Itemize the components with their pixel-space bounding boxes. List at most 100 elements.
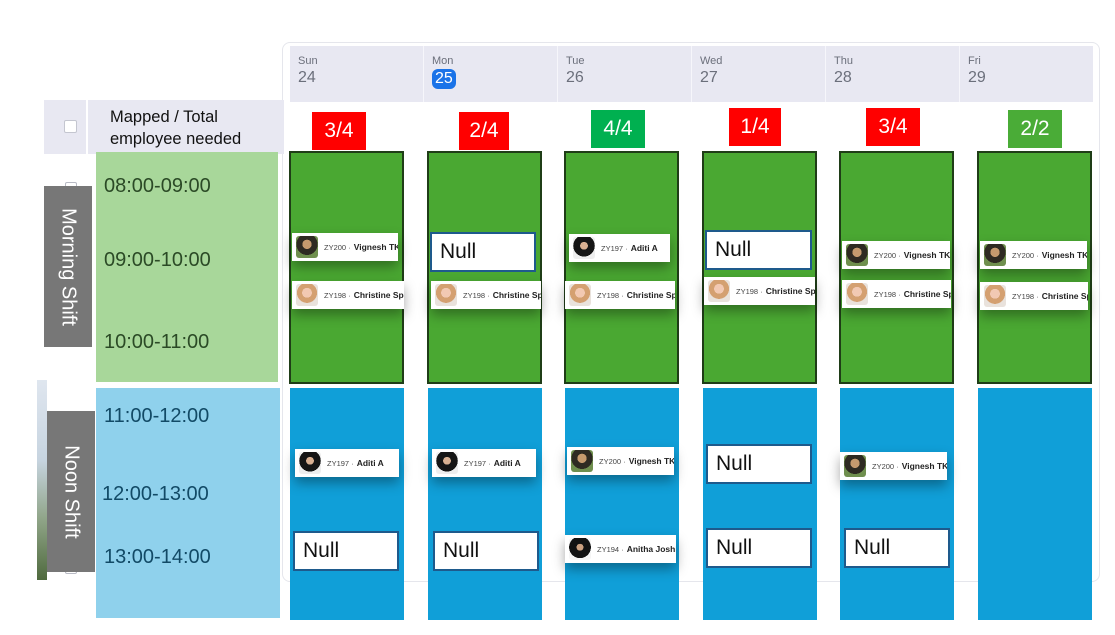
- employee-name: Christine Spalding: [765, 286, 815, 296]
- null-slot[interactable]: Null: [430, 232, 536, 272]
- day-name: Thu: [834, 55, 853, 67]
- null-slot[interactable]: Null: [433, 531, 539, 571]
- avatar: [296, 284, 318, 306]
- background-image-strip: [37, 380, 47, 580]
- avatar: [569, 284, 591, 306]
- employee-name: Christine Spalding: [353, 290, 404, 300]
- time-slot: 09:00-10:00: [104, 249, 211, 271]
- employee-card[interactable]: ZY198 · Christine Spalding: [980, 282, 1088, 310]
- avatar: [844, 455, 866, 477]
- employee-name: Christine Spalding: [626, 290, 675, 300]
- avatar: [846, 283, 868, 305]
- day-date: 26: [566, 69, 584, 86]
- mapped-total-label: Mapped / Total employee needed: [110, 106, 280, 150]
- time-slot: 10:00-11:00: [104, 331, 210, 353]
- day-name: Wed: [700, 55, 723, 67]
- employee-name: Christine Spalding: [492, 290, 541, 300]
- day-header-fri[interactable]: Fri 29: [960, 46, 1093, 102]
- noon-cell-wed[interactable]: [703, 388, 817, 620]
- morning-cell-tue[interactable]: [564, 151, 679, 384]
- avatar: [569, 538, 591, 560]
- employee-name: Vignesh TK: [628, 456, 674, 466]
- avatar: [846, 244, 868, 266]
- employee-name: Christine Spalding: [1041, 291, 1088, 301]
- mapped-label-line1: Mapped / Total: [110, 108, 218, 126]
- day-header-thu[interactable]: Thu 28: [826, 46, 960, 102]
- employee-id: ZY198 ·: [597, 290, 624, 300]
- day-header: Sun 24 Mon 25 Tue 26 Wed 27 Thu 28 Fri 2…: [290, 46, 1093, 102]
- employee-id: ZY198 ·: [874, 289, 901, 299]
- count-badge-thu: 3/4: [866, 108, 920, 146]
- time-slot: 11:00-12:00: [104, 405, 210, 427]
- avatar: [708, 280, 730, 302]
- noon-cell-thu[interactable]: [840, 388, 954, 620]
- employee-card[interactable]: ZY200 · Vignesh TK: [980, 241, 1087, 269]
- employee-card[interactable]: ZY197 · Aditi A: [569, 234, 670, 262]
- count-badge-fri: 2/2: [1008, 110, 1062, 148]
- avatar: [984, 244, 1006, 266]
- noon-cell-sun[interactable]: [290, 388, 404, 620]
- employee-card[interactable]: ZY198 · Christine Spalding: [431, 281, 541, 309]
- avatar: [571, 450, 593, 472]
- day-header-tue[interactable]: Tue 26: [558, 46, 692, 102]
- employee-card[interactable]: ZY194 · Anitha Joshi: [565, 535, 676, 563]
- noon-cell-mon[interactable]: [428, 388, 542, 620]
- time-slot: 12:00-13:00: [102, 483, 209, 505]
- employee-card[interactable]: ZY197 · Aditi A: [432, 449, 536, 477]
- avatar: [436, 452, 458, 474]
- count-badge-mon: 2/4: [459, 112, 509, 150]
- employee-card[interactable]: ZY198 · Christine Spalding: [704, 277, 815, 305]
- employee-name: Christine Spalding: [903, 289, 951, 299]
- employee-name: Aditi A: [630, 243, 658, 253]
- day-header-sun[interactable]: Sun 24: [290, 46, 424, 102]
- employee-name: Vignesh TK: [903, 250, 950, 260]
- employee-id: ZY198 ·: [463, 290, 490, 300]
- employee-id: ZY198 ·: [736, 286, 763, 296]
- mapped-header: [44, 100, 284, 154]
- employee-card[interactable]: ZY200 · Vignesh TK: [567, 447, 674, 475]
- employee-id: ZY198 ·: [1012, 291, 1039, 301]
- morning-shift-tag: Morning Shift: [44, 186, 92, 347]
- employee-card[interactable]: ZY200 · Vignesh TK: [292, 233, 398, 261]
- employee-card[interactable]: ZY200 · Vignesh TK: [840, 452, 947, 480]
- employee-id: ZY197 ·: [327, 458, 354, 468]
- employee-id: ZY197 ·: [464, 458, 491, 468]
- employee-id: ZY200 ·: [324, 242, 351, 252]
- null-slot[interactable]: Null: [293, 531, 399, 571]
- employee-name: Aditi A: [356, 458, 384, 468]
- count-badge-tue: 4/4: [591, 110, 645, 148]
- employee-id: ZY198 ·: [324, 290, 351, 300]
- employee-id: ZY200 ·: [874, 250, 901, 260]
- employee-name: Vignesh TK: [901, 461, 947, 471]
- day-header-mon[interactable]: Mon 25: [424, 46, 558, 102]
- employee-id: ZY194 ·: [597, 544, 624, 554]
- employee-card[interactable]: ZY197 · Aditi A: [295, 449, 399, 477]
- employee-card[interactable]: ZY198 · Christine Spalding: [842, 280, 951, 308]
- employee-card[interactable]: ZY200 · Vignesh TK: [842, 241, 950, 269]
- select-all-checkbox[interactable]: [64, 120, 77, 133]
- day-name: Mon: [432, 55, 454, 67]
- time-slot: 13:00-14:00: [104, 546, 211, 568]
- calendar-frame: [282, 42, 1100, 582]
- avatar: [573, 237, 595, 259]
- day-date: 27: [700, 69, 718, 86]
- time-slot: 08:00-09:00: [104, 175, 211, 197]
- noon-shift-tag: Noon Shift: [47, 411, 95, 572]
- avatar: [296, 236, 318, 258]
- null-slot[interactable]: Null: [706, 444, 812, 484]
- avatar: [435, 284, 457, 306]
- noon-cell-fri[interactable]: [978, 388, 1092, 620]
- employee-name: Vignesh TK: [1041, 250, 1087, 260]
- null-slot[interactable]: Null: [705, 230, 812, 270]
- morning-cell-sun[interactable]: [289, 151, 404, 384]
- day-name: Fri: [968, 55, 981, 67]
- employee-card[interactable]: ZY198 · Christine Spalding: [292, 281, 404, 309]
- noon-time-block: [96, 388, 280, 618]
- day-header-wed[interactable]: Wed 27: [692, 46, 826, 102]
- null-slot[interactable]: Null: [844, 528, 950, 568]
- null-slot[interactable]: Null: [706, 528, 812, 568]
- count-badge-wed: 1/4: [729, 108, 781, 146]
- employee-id: ZY200 ·: [1012, 250, 1039, 260]
- noon-cell-tue[interactable]: [565, 388, 679, 620]
- employee-card[interactable]: ZY198 · Christine Spalding: [565, 281, 675, 309]
